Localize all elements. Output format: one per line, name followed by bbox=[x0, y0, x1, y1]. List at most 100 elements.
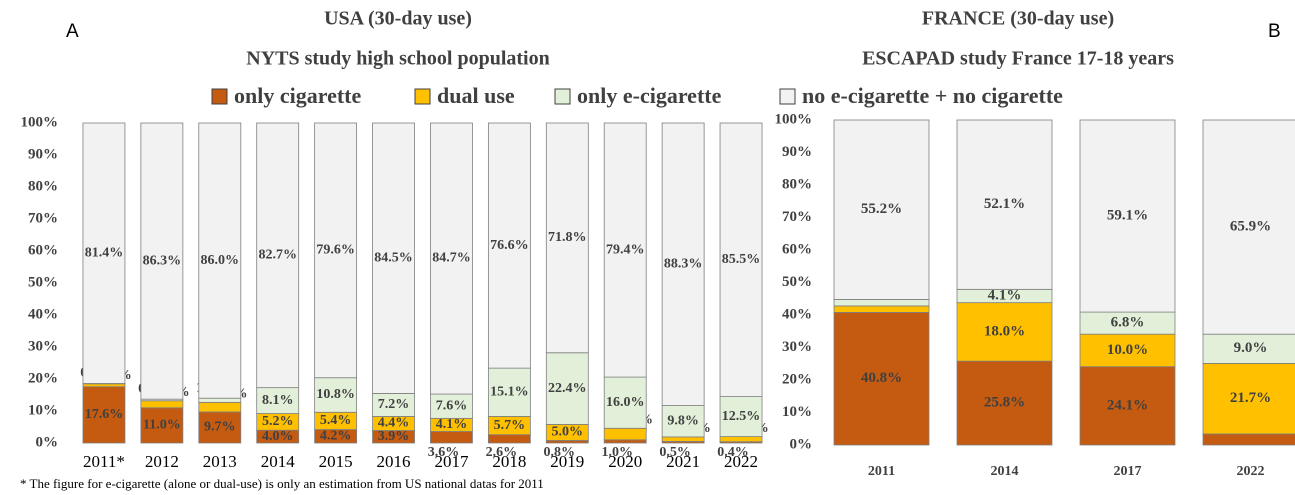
x-tick-label: 2019 bbox=[550, 452, 584, 471]
bar-segment bbox=[719, 436, 763, 443]
value-label: 0.5% bbox=[659, 445, 691, 460]
value-label: 40.8% bbox=[861, 370, 902, 386]
bar-segment bbox=[487, 367, 531, 417]
bar-segment bbox=[430, 393, 473, 419]
bar-segment bbox=[833, 298, 930, 307]
y-tick-label: 30% bbox=[782, 339, 812, 355]
value-label: 9.8% bbox=[667, 413, 699, 428]
bar-segment bbox=[314, 377, 358, 413]
y-tick-label: 30% bbox=[28, 338, 58, 354]
value-label: 7.6% bbox=[436, 398, 468, 413]
value-label: 0.8% bbox=[544, 445, 576, 460]
x-tick-label: 2020 bbox=[608, 452, 642, 471]
legend-label: dual use bbox=[437, 83, 515, 108]
bar-segment bbox=[198, 122, 242, 399]
panel-label: A bbox=[66, 21, 79, 42]
x-tick-label: 2014 bbox=[261, 452, 296, 471]
value-label: 10.8% bbox=[316, 387, 355, 402]
bar-segment bbox=[256, 122, 300, 389]
y-tick-label: 60% bbox=[782, 241, 812, 257]
y-tick-label: 40% bbox=[782, 306, 812, 322]
bar-segment bbox=[1202, 333, 1295, 364]
bar-segment bbox=[833, 119, 930, 300]
legend-swatch bbox=[554, 88, 571, 105]
bar-segment bbox=[1202, 433, 1295, 446]
value-label: 5.2% bbox=[262, 414, 294, 429]
y-tick-label: 20% bbox=[28, 370, 58, 386]
value-label: 4.2% bbox=[320, 428, 352, 443]
value-label: 18.0% bbox=[984, 323, 1025, 339]
bar-segment bbox=[1202, 119, 1295, 335]
bar-segment bbox=[82, 386, 126, 444]
bar-segment bbox=[1202, 363, 1295, 435]
chart-title: USA (30-day use) bbox=[324, 8, 472, 30]
bar-segment bbox=[661, 436, 705, 442]
legend-label: only e-cigarette bbox=[577, 83, 722, 108]
legend-swatch bbox=[211, 88, 228, 105]
chart-title: FRANCE (30-day use) bbox=[922, 8, 1114, 30]
chart-subtitle: NYTS study high school population bbox=[246, 48, 549, 70]
bar-segment bbox=[661, 122, 705, 406]
value-label: 79.6% bbox=[316, 243, 355, 258]
legend-swatch bbox=[414, 88, 431, 105]
value-label: 6.8% bbox=[1111, 315, 1145, 331]
bar-segment bbox=[82, 383, 126, 388]
bar-segment bbox=[82, 122, 126, 384]
legend-swatch bbox=[779, 88, 796, 105]
x-tick-label: 2014 bbox=[991, 464, 1019, 479]
bar-segment bbox=[956, 360, 1053, 446]
bar-segment bbox=[956, 302, 1053, 362]
value-label: 82.7% bbox=[258, 248, 297, 263]
y-tick-label: 90% bbox=[782, 144, 812, 160]
value-label: 4.4% bbox=[378, 416, 410, 431]
value-label: 11.0% bbox=[143, 418, 181, 433]
value-label: 5.7% bbox=[494, 418, 526, 433]
y-tick-label: 100% bbox=[21, 114, 59, 130]
y-tick-label: 50% bbox=[782, 274, 812, 290]
value-label: 79.4% bbox=[606, 242, 645, 257]
y-tick-label: 60% bbox=[28, 242, 58, 258]
bar-segment bbox=[545, 122, 589, 354]
y-tick-label: 0% bbox=[36, 434, 59, 450]
bar-segment bbox=[833, 305, 930, 313]
value-label: 8.1% bbox=[262, 393, 294, 408]
value-label: 12.5% bbox=[722, 409, 761, 424]
value-label: 15.1% bbox=[490, 384, 529, 399]
value-label: 7.2% bbox=[378, 397, 410, 412]
bar-segment bbox=[603, 376, 647, 429]
x-tick-label: 2012 bbox=[145, 452, 179, 471]
bar-segment bbox=[198, 401, 242, 413]
y-tick-label: 10% bbox=[782, 404, 812, 420]
value-label: 5.0% bbox=[552, 425, 584, 440]
value-label: 3.9% bbox=[378, 429, 410, 444]
bar-segment bbox=[661, 405, 705, 438]
x-tick-label: 2022 bbox=[724, 452, 758, 471]
value-label: 88.3% bbox=[664, 256, 703, 271]
x-tick-label: 2021 bbox=[666, 452, 700, 471]
value-label: 81.4% bbox=[85, 245, 124, 260]
bar-segment bbox=[719, 122, 763, 398]
value-label: 55.2% bbox=[861, 201, 902, 217]
value-label: 84.7% bbox=[432, 251, 471, 266]
bar-segment bbox=[430, 431, 473, 444]
y-tick-label: 0% bbox=[790, 436, 813, 452]
x-tick-label: 2016 bbox=[377, 452, 411, 471]
x-tick-label: 2015 bbox=[319, 452, 353, 471]
bar-segment bbox=[487, 434, 531, 444]
bar-segment bbox=[487, 122, 531, 369]
value-label: 24.1% bbox=[1107, 397, 1148, 413]
value-label: 25.8% bbox=[984, 395, 1025, 411]
value-label: 59.1% bbox=[1107, 207, 1148, 223]
footnote: * The figure for e-cigarette (alone or d… bbox=[20, 476, 544, 491]
y-tick-label: 70% bbox=[28, 210, 58, 226]
bar-segment bbox=[314, 122, 358, 379]
bar-segment bbox=[603, 439, 647, 444]
x-tick-label: 2013 bbox=[203, 452, 237, 471]
value-label: 9.7% bbox=[204, 420, 236, 435]
x-tick-label: 2022 bbox=[1237, 464, 1265, 479]
bar-segment bbox=[256, 387, 300, 414]
legend-label: only cigarette bbox=[234, 83, 362, 108]
value-label: 3.6% bbox=[428, 445, 460, 460]
value-label: 2.6% bbox=[486, 445, 518, 460]
value-label: 86.0% bbox=[201, 253, 240, 268]
